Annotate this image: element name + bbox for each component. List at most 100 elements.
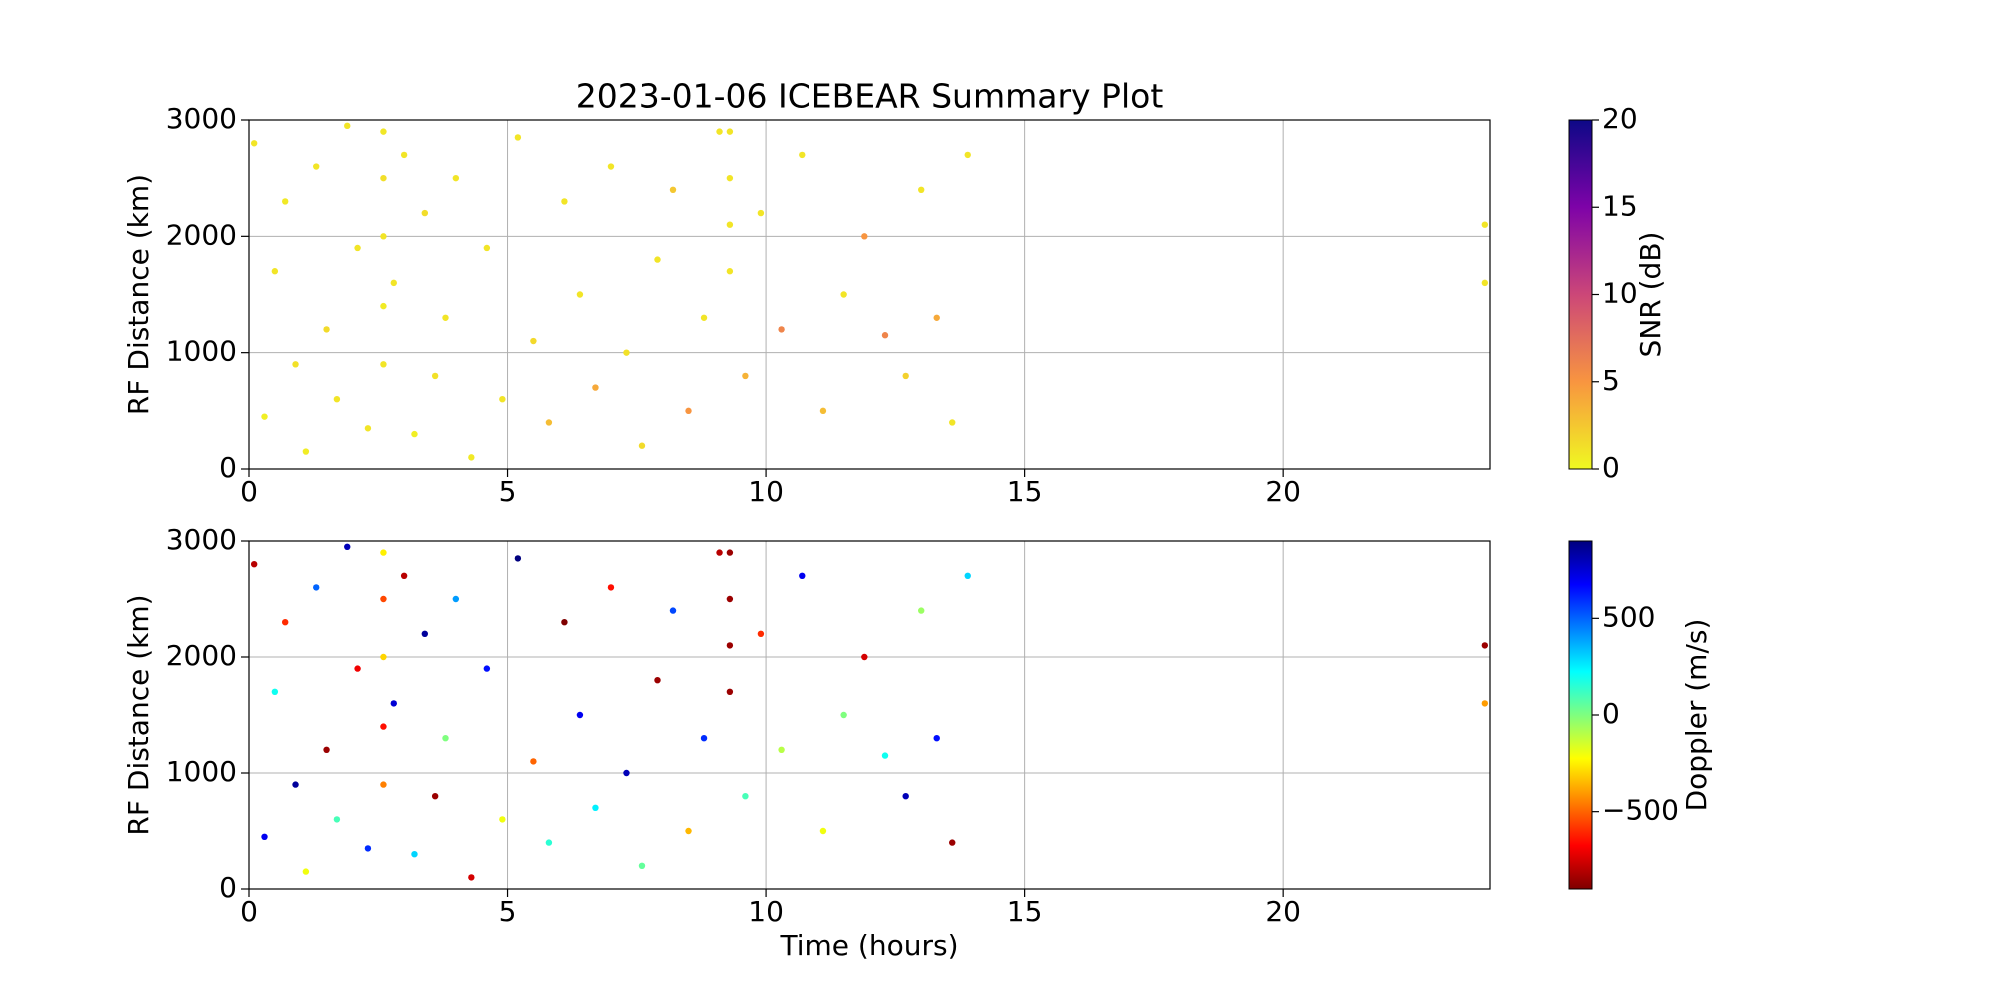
data-point: [607, 163, 615, 170]
data-point: [669, 186, 677, 193]
data-point: [592, 384, 599, 391]
data-point: [390, 700, 397, 707]
data-point: [380, 128, 387, 135]
data-point: [840, 711, 847, 719]
data-point: [819, 407, 827, 415]
x-tick-label: 10: [748, 895, 784, 928]
y-tick-label: 3000: [166, 523, 237, 556]
plot-frame: [248, 540, 1491, 890]
x-tick-label: 10: [748, 475, 784, 508]
colorbar: [1568, 540, 1593, 890]
data-point: [271, 268, 279, 275]
data-point: [380, 723, 387, 730]
data-point: [881, 332, 889, 339]
y-tick-label: 0: [219, 871, 237, 904]
data-point: [819, 827, 827, 835]
colorbar-tick-label: 500: [1602, 600, 1655, 633]
data-point: [364, 845, 372, 852]
data-point: [468, 874, 475, 881]
data-point: [902, 793, 909, 800]
data-point: [483, 665, 491, 672]
data-point: [638, 442, 646, 449]
data-point: [545, 419, 553, 426]
colorbar-tick-label: 5: [1602, 364, 1620, 397]
data-point: [949, 839, 956, 846]
data-point: [561, 198, 568, 205]
data-point: [1481, 279, 1489, 287]
data-point: [716, 549, 723, 556]
colorbar-tick-label: 0: [1602, 697, 1620, 730]
data-point: [623, 769, 630, 777]
data-point: [431, 372, 439, 380]
data-point: [700, 314, 708, 321]
data-point: [545, 839, 553, 846]
data-point: [964, 572, 971, 579]
plot-area: [249, 541, 1490, 889]
data-point: [364, 425, 372, 432]
data-point: [380, 595, 387, 603]
data-point: [669, 607, 677, 614]
data-point: [380, 549, 387, 556]
x-tick-label: 15: [1007, 895, 1043, 928]
x-tick-label: 20: [1265, 475, 1301, 508]
data-point: [380, 302, 387, 310]
data-point: [654, 256, 661, 263]
data-point: [514, 134, 522, 141]
data-point: [250, 561, 258, 568]
data-point: [1481, 700, 1489, 707]
data-point: [726, 642, 734, 649]
data-point: [700, 735, 708, 742]
data-point: [333, 396, 341, 403]
data-point: [514, 555, 522, 562]
data-point: [380, 174, 387, 182]
data-point: [468, 454, 475, 461]
chart-title: 2023-01-06 ICEBEAR Summary Plot: [576, 77, 1164, 116]
data-point: [726, 268, 734, 275]
data-point: [861, 653, 868, 661]
data-point: [918, 607, 925, 614]
data-point: [344, 543, 351, 550]
colorbar-tick-label: 20: [1602, 102, 1638, 135]
x-tick-label: 20: [1265, 895, 1301, 928]
x-tick-label: 5: [499, 895, 517, 928]
data-point: [390, 279, 397, 287]
data-point: [499, 396, 506, 403]
data-point: [411, 851, 418, 858]
data-point: [757, 209, 765, 217]
data-point: [380, 781, 387, 788]
data-point: [1481, 642, 1489, 649]
data-point: [452, 174, 460, 182]
x-tick-label: 0: [240, 895, 258, 928]
data-point: [281, 619, 289, 626]
data-point: [442, 314, 449, 321]
data-point: [638, 862, 646, 869]
data-point: [333, 816, 341, 823]
data-point: [431, 793, 439, 800]
data-point: [411, 430, 418, 438]
data-point: [902, 372, 909, 380]
data-point: [302, 868, 310, 875]
data-point: [742, 372, 749, 380]
data-point: [421, 209, 429, 217]
data-point: [561, 619, 568, 626]
data-point: [530, 337, 537, 345]
data-point: [323, 746, 330, 753]
data-point: [778, 326, 785, 333]
data-point: [344, 122, 351, 130]
data-point: [483, 244, 491, 252]
data-point: [302, 448, 310, 455]
data-point: [442, 735, 449, 742]
y-axis-label: RF Distance (km): [122, 594, 155, 835]
data-point: [726, 549, 734, 556]
data-point: [452, 595, 460, 603]
y-tick-label: 0: [219, 451, 237, 484]
y-tick-label: 2000: [166, 218, 237, 251]
data-point: [949, 419, 956, 426]
data-point: [354, 244, 361, 252]
colorbar-tick-label: −500: [1602, 794, 1679, 827]
colorbar-tick-label: 15: [1602, 189, 1638, 222]
data-point: [757, 630, 765, 637]
data-point: [685, 827, 692, 835]
data-point: [592, 804, 599, 811]
